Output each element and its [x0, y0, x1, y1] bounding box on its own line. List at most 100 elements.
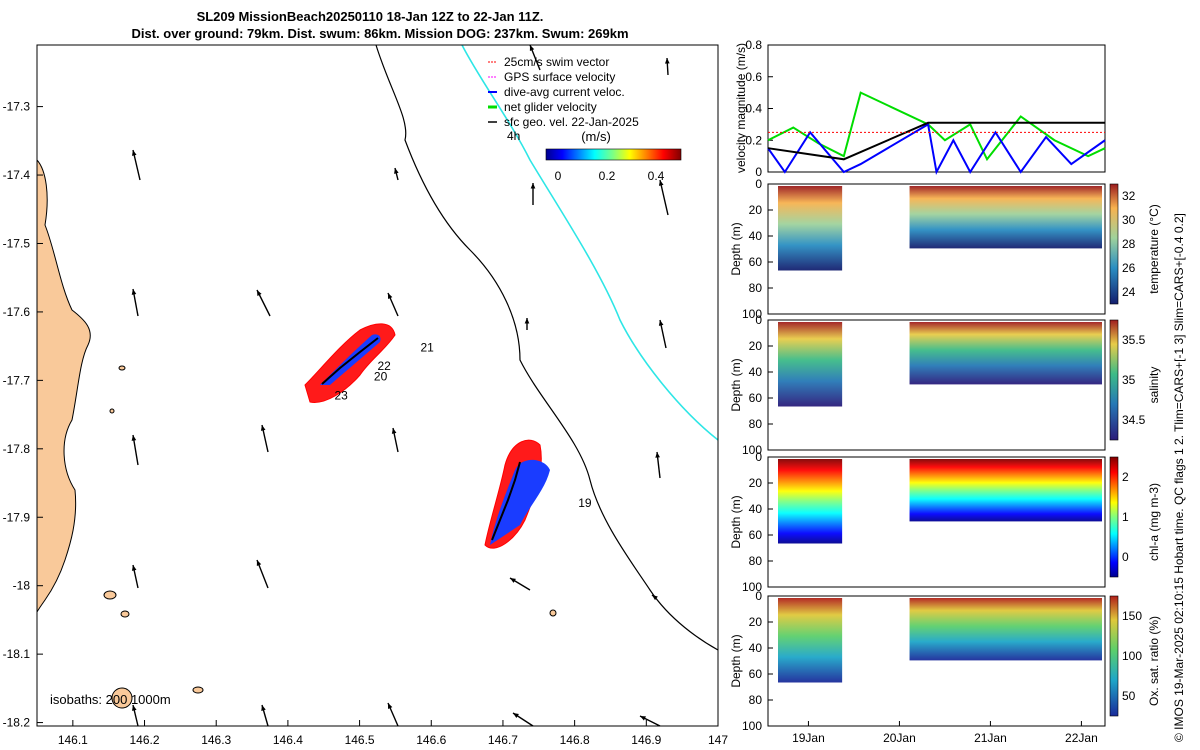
colorbar-tick-label: 32: [1122, 189, 1136, 203]
colorbar-tick-label: 50: [1122, 689, 1136, 703]
island: [549, 609, 557, 617]
section-data-block: [909, 322, 1102, 385]
lon-tick-label: 146.7: [488, 733, 518, 747]
colorbar-label: temperature (°C): [1147, 204, 1161, 294]
colorbar-tick-label: 150: [1122, 609, 1142, 623]
colorbar-label: Ox. sat. ratio (%): [1147, 616, 1161, 706]
colorbar-label: salinity: [1147, 367, 1161, 404]
day-label: 23: [334, 389, 348, 403]
lat-tick-label: -18: [13, 579, 31, 593]
lat-tick-label: -17.4: [3, 168, 31, 182]
lat-tick-label: -18.2: [3, 716, 31, 730]
day-label: 19: [578, 496, 592, 510]
depth-tick-label: 20: [749, 615, 763, 629]
depth-tick-label: 80: [749, 417, 763, 431]
depth-tick-label: 100: [742, 580, 762, 594]
chart-title-line1: SL209 MissionBeach20250110 18-Jan 12Z to…: [196, 9, 544, 24]
lat-tick-label: -17.5: [3, 236, 31, 250]
colorbar-tick-label: 28: [1122, 237, 1136, 251]
section-panel: 0 20 40 60 80 100 Depth (m) 0 1 2 chl-a (mg m-3): [729, 450, 1161, 594]
section-colorbar: [1109, 595, 1119, 717]
lon-tick-label: 146.2: [130, 733, 160, 747]
velocity-axes: [767, 44, 1106, 173]
section-panel: 0 20 40 60 80 100 Depth (m) 24 26 28 30 32 temperatu…: [729, 177, 1161, 321]
section-panel: 0 20 40 60 80 100 Depth (m) 50 100 150 Ox. sat. ra…: [729, 589, 1161, 733]
lon-tick-label: 146.6: [416, 733, 446, 747]
glider-track-south: [484, 439, 550, 549]
geo-velocity-arrowhead: [388, 293, 393, 299]
geo-velocity-arrowhead: [388, 703, 393, 709]
geo-velocity-arrowhead: [132, 705, 137, 711]
isobath-label: isobaths: 200 1000m: [50, 692, 171, 707]
geo-velocity-arrowhead: [513, 713, 519, 718]
island: [111, 687, 133, 709]
section-colorbar: [1109, 183, 1119, 305]
geo-velocity-arrowhead: [664, 58, 670, 64]
velocity-ytick-label: 0.2: [745, 133, 762, 147]
geo-velocity-arrowhead: [530, 183, 536, 189]
depth-tick-label: 40: [749, 365, 763, 379]
depth-tick-label: 40: [749, 502, 763, 516]
section-data-block: [778, 598, 843, 683]
colorbar-bar: [545, 148, 682, 161]
depth-tick-label: 20: [749, 203, 763, 217]
lon-tick-label: 146.4: [273, 733, 303, 747]
geo-velocity-arrowhead: [256, 560, 262, 566]
velocity-series-line: [767, 122, 1106, 176]
depth-tick-label: 80: [749, 693, 763, 707]
colorbar-tick-label: 35: [1122, 373, 1136, 387]
coastline: [36, 158, 91, 613]
lat-tick-label: -17.3: [3, 100, 31, 114]
time-tick-label: 19Jan: [792, 731, 825, 745]
section-data-block: [778, 459, 843, 544]
day-label: 20: [374, 369, 388, 383]
geo-velocity-arrowhead: [131, 289, 137, 295]
velocity-series-line: [767, 121, 1105, 161]
map-legend: 25cm/s swim vector GPS surface velocity …: [488, 55, 639, 143]
colorbar-tick: 0.2: [599, 169, 616, 183]
colorbar-tick-label: 0: [1122, 550, 1129, 564]
colorbar-label: chl-a (mg m-3): [1147, 483, 1161, 561]
colorbar-tick-label: 30: [1122, 213, 1136, 227]
geo-velocity-arrowhead: [257, 290, 262, 296]
geo-velocity-arrowhead: [640, 716, 646, 721]
colorbar-tick-label: 24: [1122, 285, 1136, 299]
depth-tick-label: 60: [749, 391, 763, 405]
colorbar-label: (m/s): [581, 129, 611, 144]
glider-path: [321, 337, 379, 385]
depth-tick-label: 0: [755, 450, 762, 464]
island: [120, 610, 130, 618]
depth-tick-label: 100: [742, 443, 762, 457]
geo-velocity-arrowhead: [655, 452, 660, 458]
velocity-ytick-label: 0.8: [745, 38, 762, 52]
legend-geo: sfc geo. vel. 22-Jan-2025: [504, 115, 639, 129]
section-colorbar: [1109, 319, 1119, 441]
geo-velocity-arrowhead: [524, 318, 530, 324]
lon-tick-label: 146.8: [560, 733, 590, 747]
colorbar-tick-label: 1: [1122, 510, 1129, 524]
island: [118, 365, 126, 371]
colorbar-tick-label: 34.5: [1122, 413, 1146, 427]
legend-gps: GPS surface velocity: [504, 70, 615, 84]
lat-tick-label: -18.1: [3, 647, 31, 661]
section-data-block: [778, 186, 843, 271]
day-label: 21: [421, 341, 435, 355]
geo-velocity-arrowhead: [131, 565, 137, 571]
time-tick-label: 22Jan: [1065, 731, 1098, 745]
map-panel: 146.1 146.2 146.3 146.4 146.5 146.6 146.7 146.8…: [3, 44, 728, 747]
colorbar-tick-label: 26: [1122, 261, 1136, 275]
geo-velocity-arrowhead: [260, 425, 266, 431]
island: [103, 590, 117, 600]
depth-tick-label: 20: [749, 339, 763, 353]
geo-velocity-arrowhead: [658, 180, 664, 186]
colorbar-tick: 0: [555, 169, 562, 183]
colorbar-tick-label: 35.5: [1122, 333, 1146, 347]
chart-title-line2: Dist. over ground: 79km. Dist. swum: 86k…: [131, 26, 629, 41]
lat-tick-label: -17.8: [3, 442, 31, 456]
time-tick-label: 20Jan: [883, 731, 916, 745]
geo-velocity-arrowhead: [391, 428, 397, 434]
velocity-ticks: 0 0.2 0.4 0.6 0.8: [745, 38, 773, 179]
map-frame: [36, 44, 719, 727]
section-ylabel: Depth (m): [729, 634, 743, 687]
